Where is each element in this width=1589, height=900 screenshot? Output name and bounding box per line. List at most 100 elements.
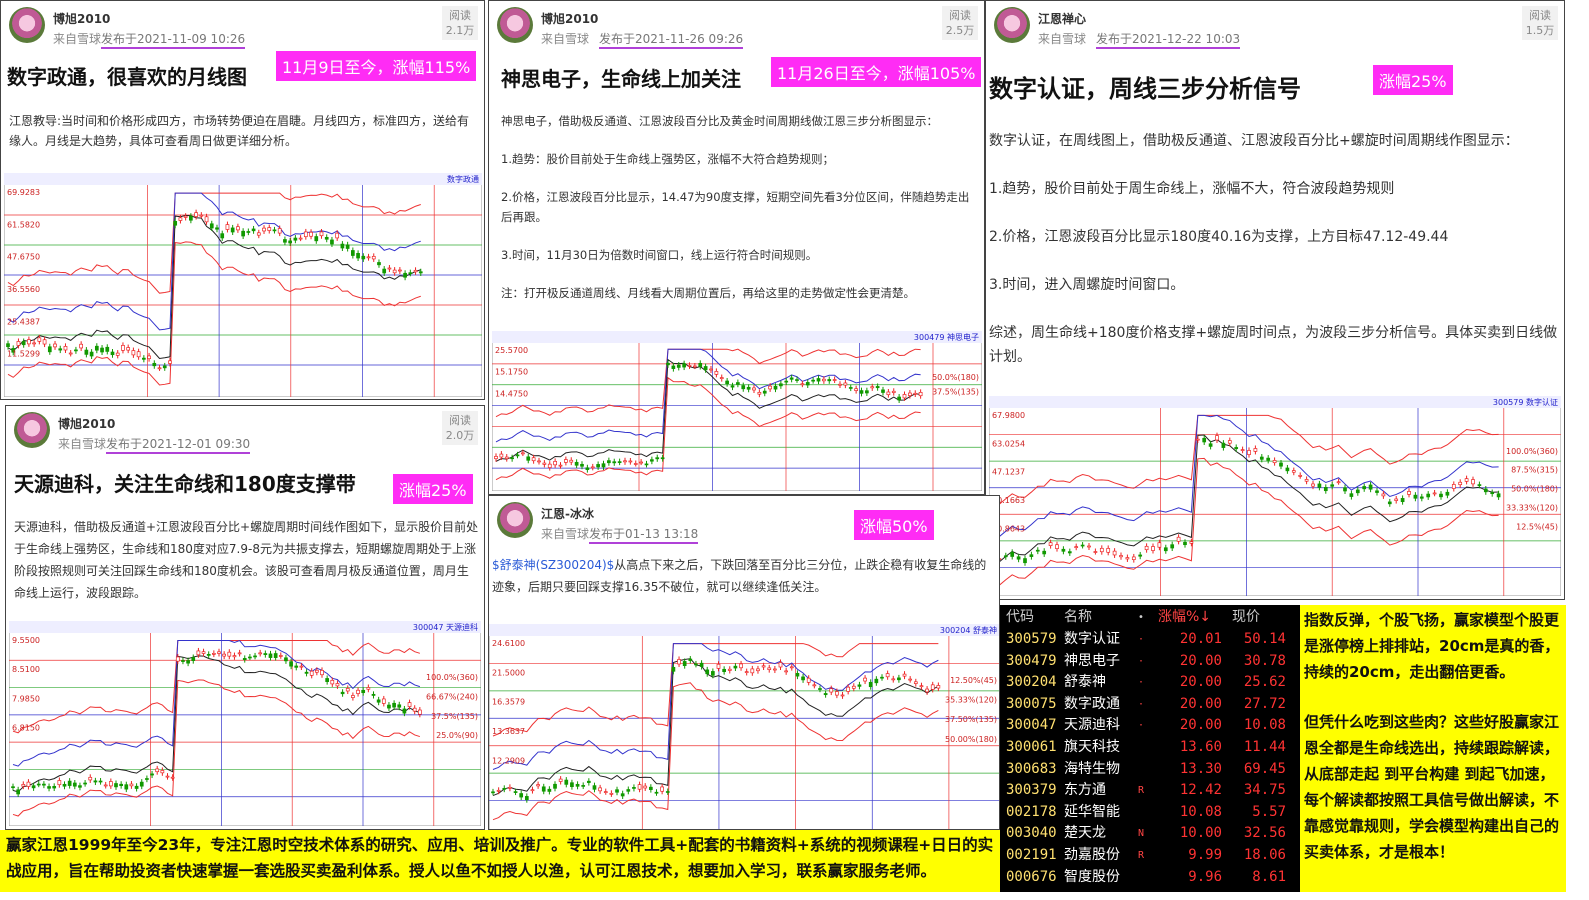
post-card: 博旭2010 来自雪球 发布于2021-12-01 09:30 阅读 2.0万 天源迪科，…	[5, 405, 485, 830]
gain-badge: 涨幅25%	[393, 474, 473, 504]
paragraph: 3.时间，11月30日为倍数时间窗口，线上运行符合时间规则。	[501, 245, 979, 265]
chart-label: 8.5100	[12, 665, 40, 674]
price: 27.72	[1243, 695, 1286, 712]
candle-body	[381, 698, 386, 704]
candle-body	[575, 783, 580, 787]
chart-label: 300579 数字认证	[1493, 397, 1558, 407]
candle-body	[319, 231, 324, 237]
chart-label: 21.5000	[492, 668, 525, 677]
chart-label: 36.5560	[7, 285, 40, 294]
flag: ·	[1138, 655, 1145, 667]
candle-body	[730, 385, 735, 388]
chart-label: 37.5%(135)	[932, 387, 979, 396]
price: 5.57	[1252, 803, 1286, 820]
candle-body	[376, 699, 381, 703]
price: 18.06	[1243, 847, 1286, 863]
candle-body	[709, 368, 713, 371]
candle-body	[823, 693, 828, 696]
candle-body	[615, 789, 619, 793]
paragraph: 天源迪科，借助极反通道+江恩波段百分比+螺旋周期时间线作图如下，显示股价目前处于…	[14, 516, 480, 604]
candle-body	[880, 676, 884, 679]
stock-chart: 67.9800 63.0254 47.1237 40.1663 30.8643 100.0…	[989, 396, 1561, 596]
candle-body	[6, 343, 10, 348]
chart-label: 14.4750	[495, 389, 528, 398]
candle-body	[356, 689, 360, 694]
candle-body	[494, 456, 498, 460]
chart-bg	[9, 621, 481, 826]
candle-body	[789, 377, 794, 380]
post-source: 来自雪球	[1038, 32, 1087, 46]
chart-label: 12.5%(45)	[1516, 522, 1558, 531]
candle-body	[1343, 487, 1347, 492]
candle-body	[162, 365, 167, 369]
channel-line	[992, 414, 1499, 505]
chart-topbar	[989, 396, 1561, 408]
candle-body	[1355, 489, 1360, 494]
gain-badge: 涨幅25%	[1373, 65, 1453, 95]
candle-body	[1003, 555, 1008, 558]
price: 69.45	[1243, 760, 1286, 777]
candle-body	[854, 388, 858, 391]
candle-body	[1381, 493, 1386, 497]
author-name: 博旭2010	[541, 12, 599, 26]
candle-body	[201, 651, 206, 654]
candle-body	[811, 379, 815, 382]
post-source: 来自雪球	[541, 32, 590, 46]
table-row: 002178 延华智能 10.08 5.57	[1000, 802, 1300, 824]
chart-label: 300047 天源迪科	[413, 622, 478, 632]
candle-body	[52, 785, 57, 789]
candle-body	[72, 782, 77, 787]
candle-body	[714, 371, 719, 375]
candle-body	[736, 382, 740, 385]
candle-body	[805, 382, 810, 386]
candle-body	[1035, 549, 1040, 552]
candle-body	[666, 362, 670, 366]
stock-name: 劲嘉股份	[1064, 847, 1120, 863]
candle-body	[74, 349, 78, 352]
candle-body	[402, 708, 407, 714]
candle-body	[1413, 494, 1418, 499]
candle-body	[222, 653, 226, 657]
chart-label: 47.6750	[7, 253, 40, 262]
candle-body	[913, 681, 918, 684]
candle-body	[1247, 450, 1251, 455]
candle-body	[569, 459, 574, 463]
candle-body	[27, 339, 31, 345]
stock-name: 东方通	[1064, 782, 1106, 799]
candle-body	[413, 269, 418, 273]
candle-body	[303, 231, 308, 238]
candle-body	[256, 232, 261, 236]
candle-body	[722, 668, 726, 673]
chart-label: 100.0%(360)	[1506, 447, 1558, 456]
candle-body	[800, 383, 805, 386]
paragraph: 综述，周生命线+180度价格支撑+螺旋周时间点，为波段三步分析信号。具体买卖到日…	[989, 321, 1561, 369]
candle-body	[215, 227, 219, 230]
candle-body	[273, 653, 278, 658]
candle-body	[194, 212, 198, 217]
channel-line	[7, 192, 421, 294]
candle-body	[340, 243, 345, 249]
candle-body	[1387, 501, 1392, 505]
candle-body	[212, 653, 216, 655]
candle-body	[403, 272, 407, 278]
candle-body	[315, 669, 319, 673]
paragraph-text: 3.时间，进入周螺旋时间窗口。	[989, 277, 1185, 293]
candle-body	[897, 677, 901, 681]
candle-body	[36, 783, 41, 786]
candle-body	[649, 786, 653, 790]
chart-label: 61.5820	[7, 220, 40, 229]
candle-body	[1311, 483, 1315, 487]
read-label: 阅读	[449, 414, 471, 427]
candle-body	[124, 784, 129, 790]
candle-body	[687, 365, 692, 367]
candle-body	[325, 678, 329, 682]
candle-body	[515, 454, 520, 457]
read-label: 阅读	[949, 9, 971, 22]
chart-label: 300479 神思电子	[914, 332, 979, 342]
paragraph-text: 2.价格，江恩波段百分比显示180度40.16为支撑，上方目标47.12-49.…	[989, 229, 1449, 245]
candle-body	[1471, 479, 1475, 485]
candle-body	[345, 244, 350, 249]
header-cell: 代码	[1006, 609, 1034, 625]
candle-body	[361, 255, 366, 260]
candle-body	[628, 460, 633, 463]
